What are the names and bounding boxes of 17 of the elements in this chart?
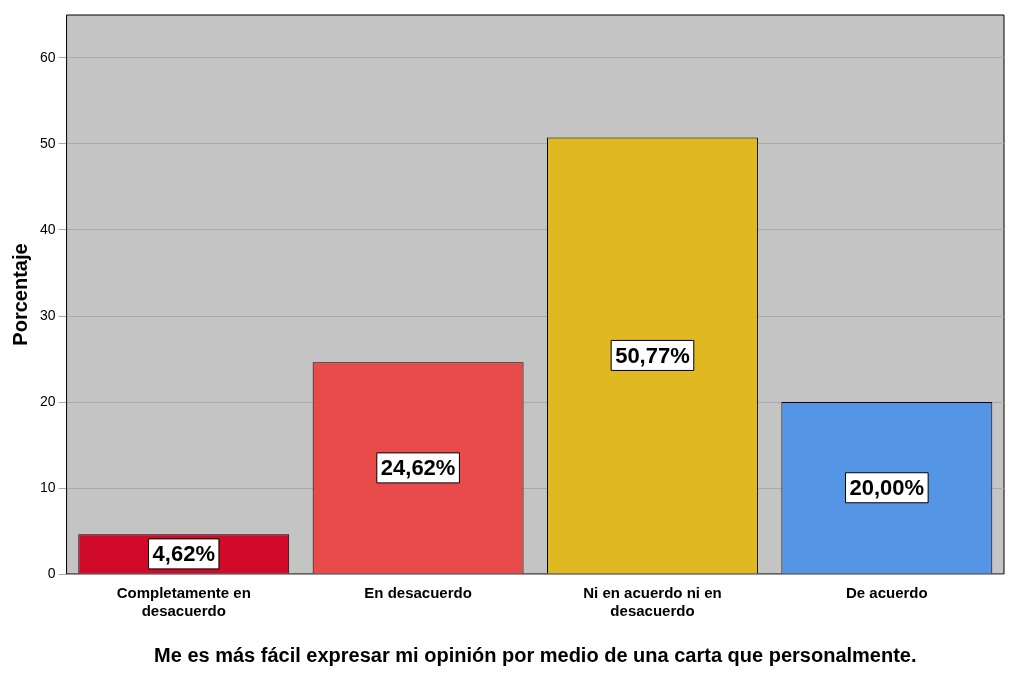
y-tick-label: 20 [39, 392, 56, 409]
y-tick-label: 30 [39, 306, 56, 323]
y-axis-title: Porcentaje [8, 243, 31, 346]
x-tick-label: Ni en acuerdo ni en desacuerdo [583, 584, 722, 620]
data-label: 20,00% [849, 474, 925, 500]
x-tick-label: Completamente en desacuerdo [116, 584, 251, 620]
data-label: 4,62% [152, 540, 215, 566]
y-tick-label: 50 [39, 134, 56, 151]
y-tick-label: 40 [39, 220, 56, 237]
x-axis-title: Me es más fácil expresar mi opinión por medio de una carta que personalmente. [154, 643, 917, 666]
x-tick-label: De acuerdo [845, 584, 928, 602]
data-label: 24,62% [380, 454, 456, 480]
y-tick-label: 60 [39, 48, 56, 65]
data-label: 50,77% [615, 342, 690, 368]
y-tick-label: 0 [47, 564, 56, 581]
y-tick-label: 10 [39, 478, 56, 495]
x-tick-label: En desacuerdo [364, 584, 472, 602]
